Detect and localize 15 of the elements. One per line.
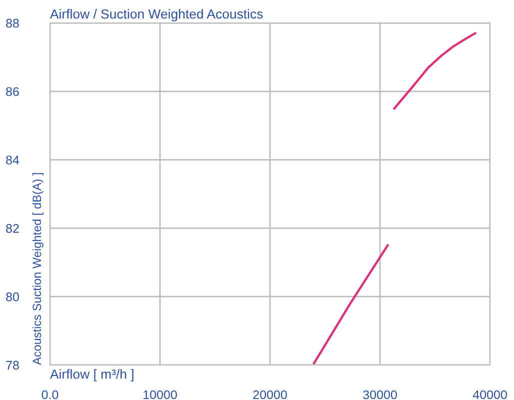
x-tick-label: 40000: [472, 390, 507, 400]
y-tick-label: 86: [6, 87, 19, 96]
y-tick-label: 82: [6, 224, 19, 233]
chart-title: Airflow / Suction Weighted Acoustics: [50, 8, 263, 22]
y-tick-label: 84: [6, 156, 20, 164]
y-tick-label: 78: [6, 360, 19, 370]
y-tick-label: 80: [6, 292, 19, 302]
x-tick-label: 10000: [144, 390, 177, 400]
x-axis-title: Airflow [ m³/h ]: [50, 369, 134, 382]
x-tick-label: 20000: [253, 390, 287, 400]
y-axis-title: Acoustics Suction Weighted [ dB(A) ]: [32, 173, 44, 365]
y-tick-label: 88: [6, 18, 19, 28]
line-series: [393, 32, 476, 110]
x-tick-label: 0.0: [42, 390, 58, 400]
x-tick-label: 30000: [363, 390, 397, 400]
